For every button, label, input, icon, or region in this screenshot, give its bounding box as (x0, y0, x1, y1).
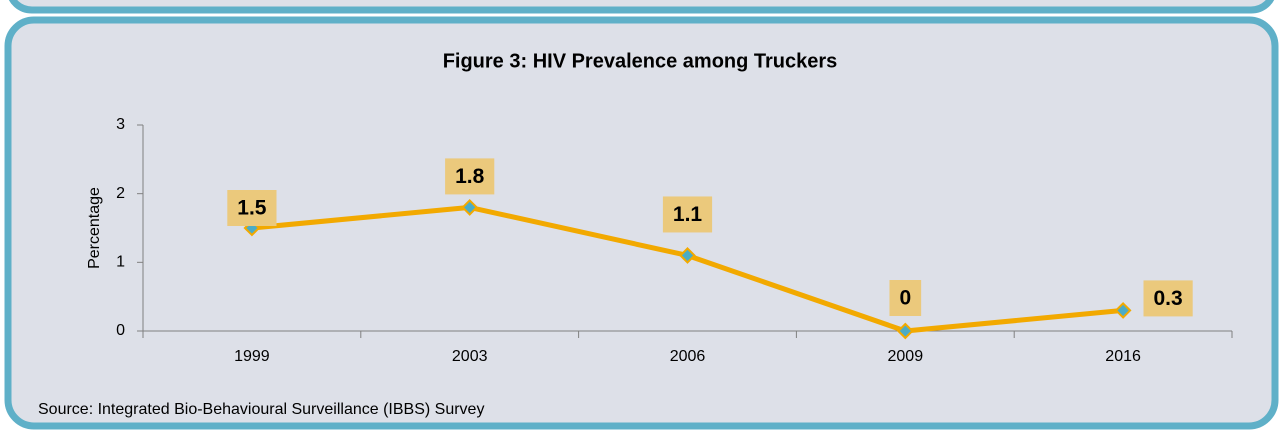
data-marker (896, 322, 914, 340)
y-tick-label: 3 (116, 116, 125, 133)
data-label: 1.8 (455, 165, 485, 188)
data-label-box (227, 190, 277, 226)
data-marker (1114, 301, 1132, 319)
x-tick-label: 1999 (234, 348, 270, 365)
x-tick-label: 2016 (1105, 348, 1141, 365)
data-label: 1.5 (237, 197, 267, 220)
data-label-box (889, 280, 922, 316)
source-note: Source: Integrated Bio-Behavioural Surve… (38, 401, 484, 418)
data-label: 0 (899, 287, 911, 310)
previous-panel (8, 0, 1275, 14)
data-label-box (445, 158, 495, 195)
data-marker (461, 198, 479, 216)
data-label: 0.3 (1153, 287, 1182, 310)
data-label-box (1143, 280, 1193, 317)
panel (4, 16, 1279, 430)
chart-title: Figure 3: HIV Prevalence among Truckers (443, 50, 838, 72)
y-tick-label: 1 (116, 254, 125, 271)
x-tick-label: 2003 (452, 348, 488, 365)
data-label-box (662, 196, 713, 233)
y-tick-label: 0 (116, 322, 125, 339)
data-marker (679, 247, 696, 264)
x-tick-label: 2006 (670, 348, 706, 365)
x-tick-label: 2009 (888, 348, 924, 365)
y-tick-label: 2 (116, 185, 125, 202)
data-label: 1.1 (673, 203, 703, 226)
y-axis-label: Percentage (86, 187, 103, 269)
